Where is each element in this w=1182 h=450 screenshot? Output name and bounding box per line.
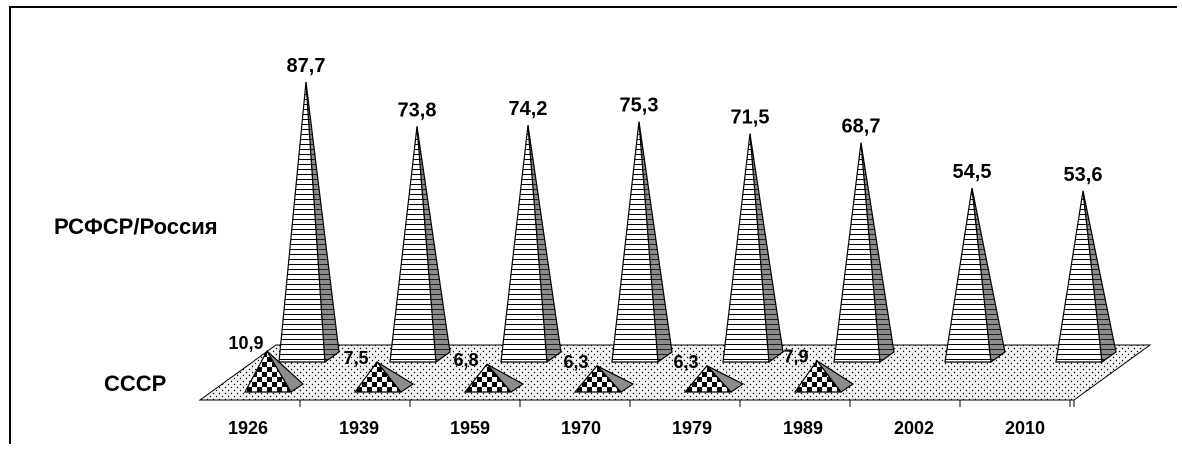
x-tick-label: 1970 (561, 418, 601, 438)
russia-pyramid-side (749, 133, 784, 364)
russia-value-label: 87,7 (287, 55, 326, 77)
x-tick-label: 1979 (672, 418, 712, 438)
ussr-pyramid-side (596, 365, 635, 393)
x-tick-label: 1939 (339, 418, 379, 438)
russia-value-label: 71,5 (731, 107, 770, 129)
ussr-pyramid-side (706, 365, 745, 393)
russia-pyramid-side (416, 126, 451, 364)
russia-pyramid-side (1082, 190, 1117, 364)
ussr-pyramid-side (816, 360, 855, 393)
russia-pyramid-side (527, 125, 562, 364)
russia-value-label: 54,5 (953, 161, 992, 183)
chart-area: 1926 1939 1959 1970 1979 1989 2002 2010 10,9 7,5 6… (9, 6, 1177, 444)
russia-value-label: 73,8 (398, 99, 437, 121)
ussr-value-label: 6,8 (453, 350, 478, 370)
x-tick-label: 1989 (783, 418, 823, 438)
ussr-value-label: 7,9 (783, 347, 808, 367)
ussr-value-label: 6,3 (673, 352, 698, 372)
x-tick-label: 2010 (1005, 418, 1045, 438)
x-tick-label: 2002 (894, 418, 934, 438)
x-tick-label: 1959 (450, 418, 490, 438)
ussr-value-label: 10,9 (228, 333, 263, 353)
russia-pyramid-side (860, 142, 895, 364)
x-tick-label: 1926 (228, 418, 268, 438)
russia-pyramid-side (971, 187, 1006, 364)
series-label-ussr: СССР (104, 371, 166, 396)
series-label-russia: РСФСР/Россия (54, 214, 218, 239)
pyramid-chart: 1926 1939 1959 1970 1979 1989 2002 2010 10,9 7,5 6… (54, 55, 1152, 438)
russia-value-label: 74,2 (509, 98, 548, 120)
russia-value-label: 68,7 (842, 116, 881, 138)
ussr-pyramid-side (266, 350, 304, 393)
ussr-pyramid-side (376, 361, 415, 393)
ussr-value-label: 7,5 (343, 348, 368, 368)
russia-pyramid-side (638, 121, 673, 364)
ussr-pyramid-side (486, 363, 525, 393)
russia-value-label: 53,6 (1064, 164, 1103, 186)
ussr-value-label: 6,3 (563, 352, 588, 372)
russia-pyramid-side (305, 81, 340, 364)
russia-value-label: 75,3 (620, 95, 659, 117)
